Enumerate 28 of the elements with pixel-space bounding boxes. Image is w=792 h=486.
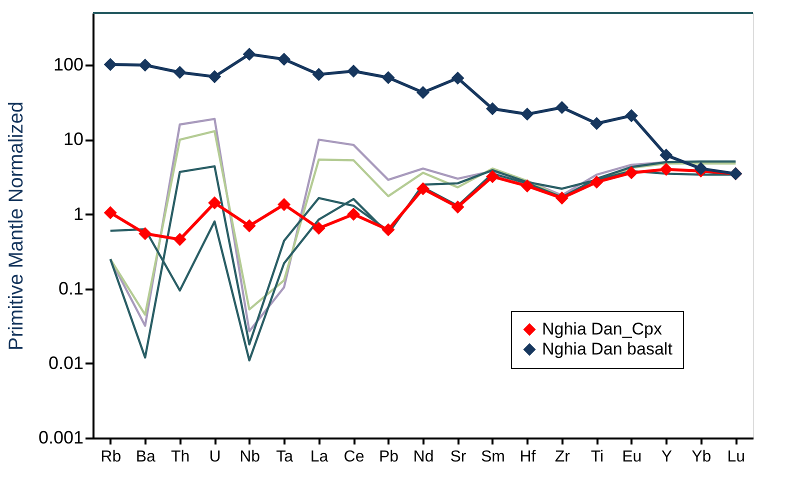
x-tick-label: La xyxy=(310,448,328,466)
x-tick-label: Ta xyxy=(276,448,294,466)
y-axis-title: Primitive Mantle Normalized xyxy=(5,102,28,350)
x-tick-label: Nb xyxy=(240,448,260,466)
y-tick-label: 1 xyxy=(73,204,84,224)
x-tick-label: Hf xyxy=(520,448,536,466)
legend-label: Nghia Dan basalt xyxy=(542,340,673,358)
y-tick-label: 100 xyxy=(53,54,84,75)
x-tick-label: Ce xyxy=(344,448,364,466)
x-tick-label: Ti xyxy=(590,448,604,466)
x-tick-label: Sr xyxy=(450,448,467,466)
x-tick-label: Pb xyxy=(378,448,399,466)
y-tick-label: 10 xyxy=(63,129,84,150)
x-tick-label: Ba xyxy=(136,448,156,466)
y-tick-label: 0.1 xyxy=(58,278,84,298)
legend-label: Nghia Dan_Cpx xyxy=(542,320,663,338)
x-tick-label: Y xyxy=(661,448,672,466)
x-tick-label: Nd xyxy=(413,448,434,466)
x-tick-label: Sm xyxy=(480,448,505,466)
x-tick-label: Eu xyxy=(622,448,642,466)
x-tick-label: U xyxy=(209,448,221,466)
y-tick-label: 0.001 xyxy=(38,428,84,448)
x-tick-label: Lu xyxy=(727,448,746,466)
y-tick-label: 0.01 xyxy=(48,352,84,373)
x-tick-label: Yb xyxy=(692,448,712,466)
x-tick-label: Zr xyxy=(554,448,571,466)
x-tick-label: Th xyxy=(171,448,190,466)
x-tick-label: Rb xyxy=(100,448,122,466)
